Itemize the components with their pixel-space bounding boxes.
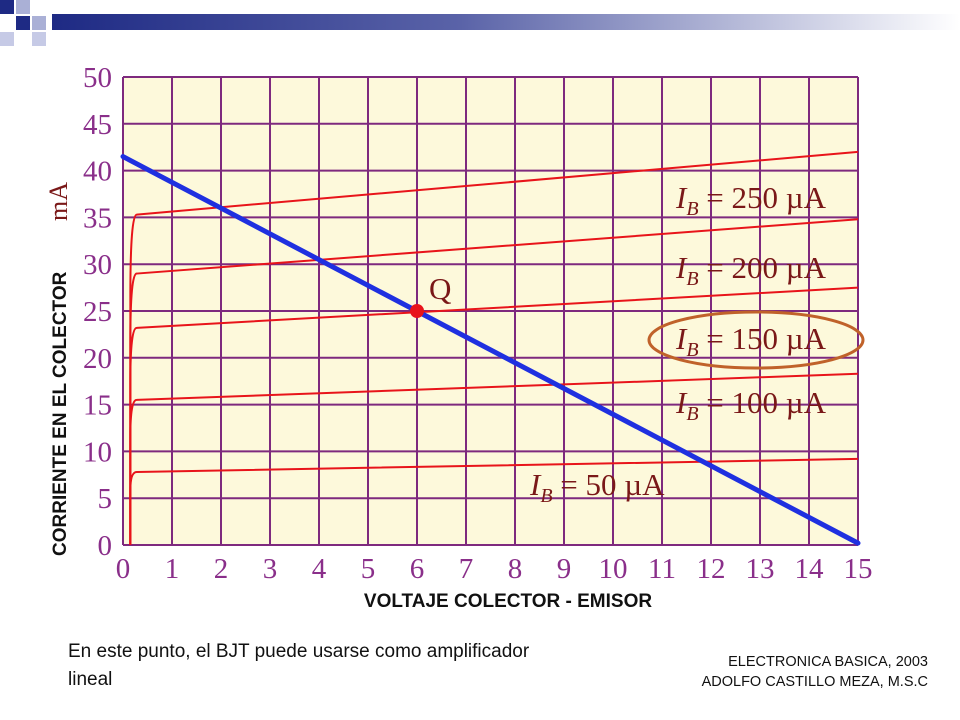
header-gradient-bar <box>52 14 960 30</box>
load-line-group: Q <box>120 154 861 546</box>
deco-square-dark <box>0 0 14 14</box>
ib-label-150: IB = 150 µA <box>675 321 827 361</box>
deco-square-pale-2 <box>32 32 46 46</box>
x-tick-label: 3 <box>263 553 278 585</box>
y-axis-unit: mA <box>44 182 73 221</box>
y-tick-label: 45 <box>83 109 112 141</box>
y-tick-label: 40 <box>83 156 112 188</box>
ib-label-50: IB = 50 µA <box>529 467 665 507</box>
y-tick-label: 5 <box>98 483 113 515</box>
y-tick-label: 15 <box>83 390 112 422</box>
y-tick-label: 0 <box>98 530 113 562</box>
x-tick-label: 15 <box>844 553 873 585</box>
ib-curve-250 <box>129 150 859 545</box>
deco-square-dark-2 <box>16 16 30 30</box>
load-line <box>120 154 861 546</box>
y-tick-label: 50 <box>83 62 112 94</box>
ib-label-200: IB = 200 µA <box>675 250 827 290</box>
y-axis-title: CORRIENTE EN EL COLECTOR <box>50 271 71 556</box>
slide-decoration <box>0 0 960 46</box>
ib-label-250: IB = 250 µA <box>675 180 827 220</box>
y-tick-label: 25 <box>83 296 112 328</box>
q-point-marker <box>410 304 424 318</box>
curve-labels: IB = 50 µA IB = 100 µA IB = 150 µA IB = 200… <box>529 180 865 507</box>
grid <box>122 76 859 546</box>
x-tick-label: 7 <box>459 553 474 585</box>
y-tick-label: 30 <box>83 249 112 281</box>
x-tick-label: 9 <box>557 553 572 585</box>
highlight-ellipse <box>647 310 865 370</box>
x-tick-label: 6 <box>410 553 425 585</box>
explanation-note: En este punto, el BJT puede usarse como … <box>68 641 530 690</box>
y-tick-label: 20 <box>83 343 112 375</box>
deco-square-light <box>16 0 30 14</box>
x-tick-label: 5 <box>361 553 376 585</box>
deco-square-light-2 <box>32 16 46 30</box>
x-tick-label: 14 <box>795 553 825 585</box>
x-tick-label: 0 <box>116 553 131 585</box>
bjt-characteristic-chart: Q 0 1 2 3 4 5 6 7 8 9 10 11 12 13 14 15 051015202530354… <box>44 62 873 612</box>
y-tick-label: 35 <box>83 202 112 234</box>
credits: ELECTRONICA BASICA, 2003 ADOLFO CASTILLO… <box>702 652 928 692</box>
y-tick-label: 10 <box>83 436 112 468</box>
ib-curves <box>129 150 859 545</box>
y-tick-labels: 0 5 10 15 20 25 30 35 40 45 50 <box>83 62 112 562</box>
x-tick-label: 11 <box>648 553 676 585</box>
x-axis-title: VOLTAJE COLECTOR - EMISOR <box>364 591 652 612</box>
credit-line-2: ADOLFO CASTILLO MEZA, M.S.C <box>701 674 928 690</box>
x-tick-label: 1 <box>165 553 180 585</box>
deco-square-pale <box>0 32 14 46</box>
x-tick-label: 4 <box>312 553 327 585</box>
x-tick-label: 12 <box>697 553 726 585</box>
x-tick-label: 8 <box>508 553 523 585</box>
ib-label-100: IB = 100 µA <box>675 385 827 425</box>
x-tick-labels: 0 1 2 3 4 5 6 7 8 9 10 11 12 13 14 15 <box>116 553 873 585</box>
q-point-label: Q <box>429 271 451 306</box>
x-tick-label: 10 <box>599 553 628 585</box>
credit-line-1: ELECTRONICA BASICA, 2003 <box>728 654 928 670</box>
x-tick-label: 13 <box>746 553 775 585</box>
x-tick-label: 2 <box>214 553 229 585</box>
